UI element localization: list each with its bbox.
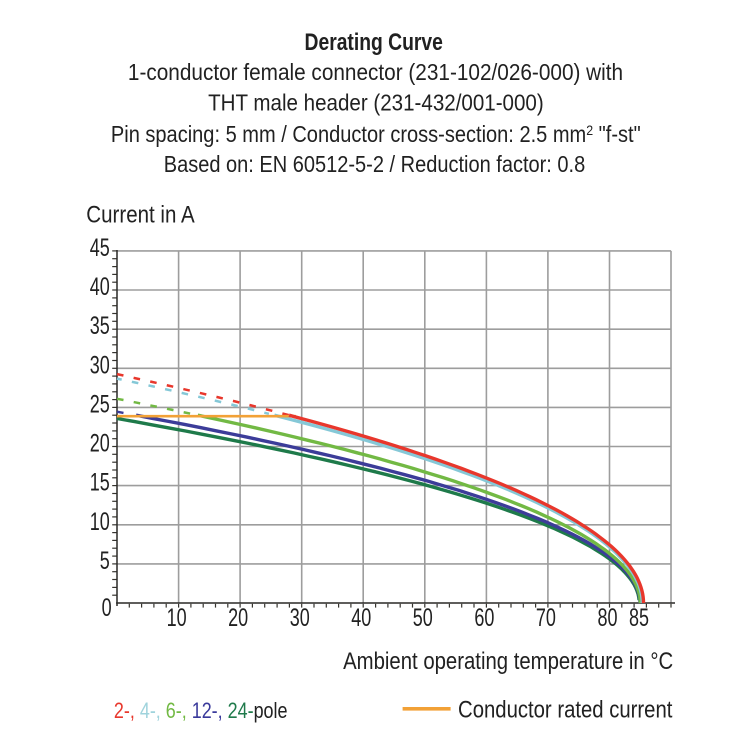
svg-text:5: 5 [100, 546, 110, 575]
svg-text:Current in A: Current in A [86, 201, 195, 228]
svg-text:10: 10 [167, 603, 187, 632]
svg-text:40: 40 [90, 272, 110, 301]
svg-text:70: 70 [536, 603, 556, 632]
svg-text:THT male header (231-432/001-0: THT male header (231-432/001-000) [208, 89, 544, 115]
svg-text:2-, 4-, 6-, 12-, 24-pole: 2-, 4-, 6-, 12-, 24-pole [114, 699, 288, 723]
svg-text:Derating Curve: Derating Curve [305, 28, 443, 56]
svg-text:45: 45 [90, 233, 110, 262]
svg-text:80: 80 [597, 603, 617, 632]
svg-text:40: 40 [351, 603, 371, 632]
svg-text:35: 35 [90, 311, 110, 340]
svg-text:20: 20 [90, 429, 110, 458]
svg-text:50: 50 [413, 603, 433, 632]
svg-text:15: 15 [90, 468, 110, 497]
svg-text:Pin spacing: 5 mm / Conductor: Pin spacing: 5 mm / Conductor cross-sect… [111, 122, 641, 147]
svg-text:0: 0 [102, 593, 112, 622]
svg-text:1-conductor female connector (: 1-conductor female connector (231-102/02… [128, 59, 623, 85]
svg-text:30: 30 [90, 350, 110, 379]
svg-text:25: 25 [90, 389, 110, 418]
svg-text:Based on: EN 60512-5-2 / Reduc: Based on: EN 60512-5-2 / Reduction facto… [164, 152, 585, 178]
svg-text:20: 20 [228, 603, 248, 632]
svg-text:Ambient operating temperature: Ambient operating temperature in °C [343, 647, 673, 674]
svg-text:10: 10 [90, 507, 110, 536]
svg-text:30: 30 [290, 603, 310, 632]
svg-text:60: 60 [474, 603, 494, 632]
svg-text:85: 85 [629, 603, 649, 632]
svg-text:Conductor rated current: Conductor rated current [458, 696, 673, 723]
